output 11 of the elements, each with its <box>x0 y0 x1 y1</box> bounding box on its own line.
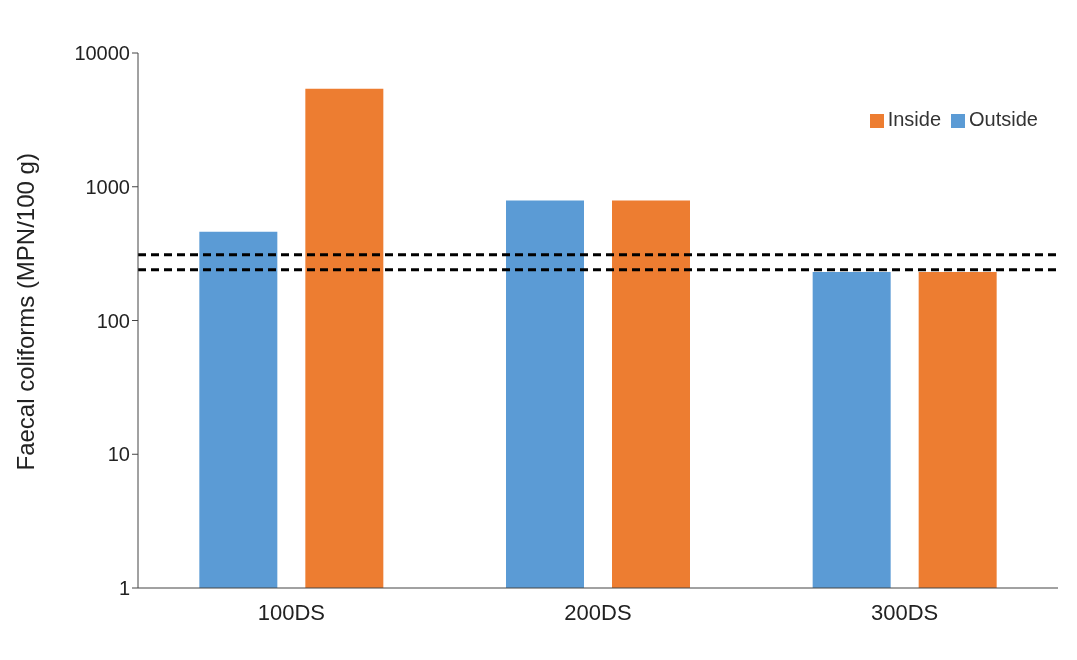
y-tick-label: 1000 <box>85 175 130 198</box>
x-tick-label: 200DS <box>564 599 632 625</box>
legend-label: Outside <box>969 108 1038 130</box>
y-axis-title: Faecal coliforms (MPN/100 g) <box>11 153 39 471</box>
legend-label: Inside <box>887 108 942 130</box>
y-tick-label: 10000 <box>74 42 130 65</box>
y-tick-label: 100 <box>96 309 130 332</box>
y-tick-label: 1 <box>118 577 130 600</box>
x-tick-label: 300DS <box>871 599 939 625</box>
y-tick-label: 10 <box>107 443 130 466</box>
x-tick-label: 100DS <box>257 599 325 625</box>
